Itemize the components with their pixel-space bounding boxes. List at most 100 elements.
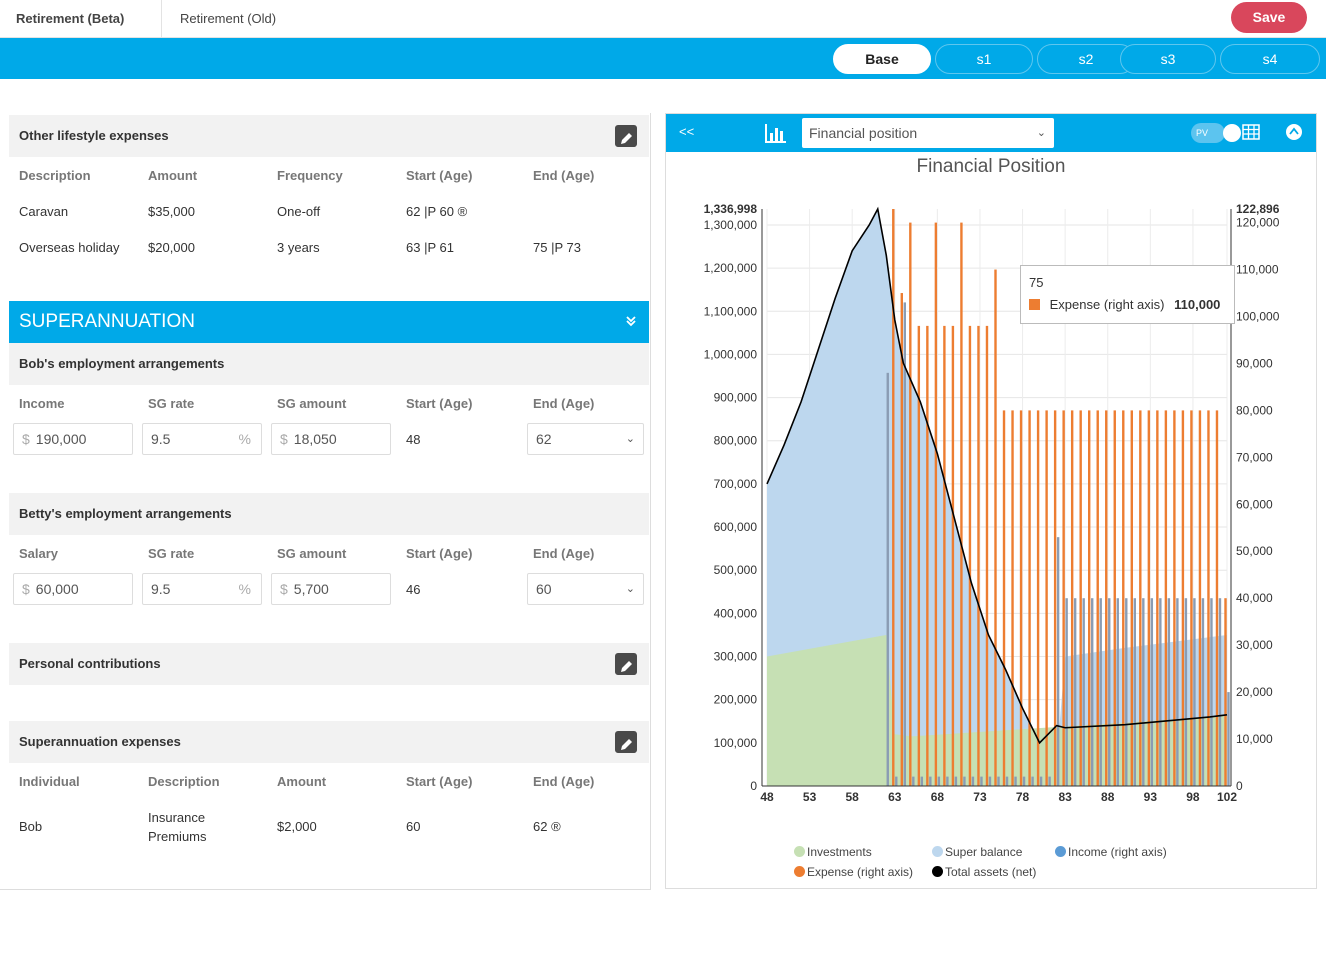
col-end-age: End (Age) xyxy=(533,396,595,411)
scenario-s1[interactable]: s1 xyxy=(935,44,1033,74)
table-grid-icon[interactable] xyxy=(1242,124,1260,145)
superexp-individual: Bob xyxy=(19,819,43,834)
legend-label: Super balance xyxy=(945,845,1023,859)
top-tab-bar: Retirement (Beta) Retirement (Old) Save xyxy=(0,0,1326,38)
col-sg-rate: SG rate xyxy=(148,546,195,561)
bob-income-input[interactable]: $190,000 xyxy=(13,423,133,455)
lifestyle-row-amount: $35,000 xyxy=(148,204,195,219)
lifestyle-row-frequency: One-off xyxy=(277,204,321,219)
bar-chart-icon[interactable] xyxy=(765,123,787,148)
betty-sg-amount-value: 5,700 xyxy=(293,581,329,597)
legend-label: Total assets (net) xyxy=(945,865,1037,879)
scenario-bar: Base s1 s2 s3 s4 xyxy=(0,38,1326,79)
save-button[interactable]: Save xyxy=(1231,2,1307,33)
col-frequency: Frequency xyxy=(277,168,343,183)
collapse-button[interactable]: << xyxy=(679,124,695,139)
betty-end-age-select[interactable]: 60 ⌄ xyxy=(527,573,644,605)
scenario-s4[interactable]: s4 xyxy=(1220,44,1320,74)
chart-type-value: Financial position xyxy=(809,125,918,141)
col-salary: Salary xyxy=(19,546,59,561)
chart-tooltip: 75 Expense (right axis) 110,000 xyxy=(1020,265,1235,324)
lifestyle-row-desc: Caravan xyxy=(19,204,69,219)
pv-label: PV xyxy=(1196,128,1209,138)
superexp-desc-line1: Insurance xyxy=(148,810,206,825)
chart-title: Financial Position xyxy=(916,156,1066,177)
legend-dot xyxy=(794,846,805,857)
betty-salary-input[interactable]: $60,000 xyxy=(13,573,133,605)
scenario-s2[interactable]: s2 xyxy=(1037,44,1135,74)
chevron-down-icon: ⌄ xyxy=(625,583,635,595)
scenario-s3[interactable]: s3 xyxy=(1120,44,1216,74)
superexp-start: 60 xyxy=(406,819,421,834)
betty-sg-amount-input[interactable]: $5,700 xyxy=(271,573,391,605)
superexp-end: 62 ® xyxy=(533,819,561,834)
legend-income[interactable]: Income (right axis) xyxy=(1055,845,1167,859)
superexp-desc-line2: Premiums xyxy=(148,829,207,844)
personal-contributions-title: Personal contributions xyxy=(19,656,161,671)
currency-prefix: $ xyxy=(280,581,288,597)
super-expenses-header: Superannuation expenses xyxy=(9,721,649,763)
col-start-age: Start (Age) xyxy=(406,396,473,411)
superannuation-section-header[interactable]: SUPERANNUATION xyxy=(9,301,649,343)
betty-salary-value: 60,000 xyxy=(35,581,79,597)
tooltip-age: 75 xyxy=(1029,275,1044,290)
betty-end-age-value: 60 xyxy=(536,581,552,597)
lifestyle-row-amount: $20,000 xyxy=(148,240,195,255)
edit-icon[interactable] xyxy=(615,125,637,147)
chart-type-select[interactable]: Financial position ⌄ xyxy=(802,118,1054,148)
tooltip-series: Expense (right axis) xyxy=(1049,297,1165,312)
legend-dot xyxy=(794,866,805,877)
col-end-age: End (Age) xyxy=(533,546,595,561)
bob-sg-rate-input[interactable]: 9.5% xyxy=(142,423,262,455)
bob-title: Bob's employment arrangements xyxy=(19,356,225,371)
pv-toggle[interactable]: PV xyxy=(1191,123,1225,143)
toggle-knob[interactable] xyxy=(1223,124,1241,142)
bob-income-value: 190,000 xyxy=(35,431,87,447)
bob-sg-amount-value: 18,050 xyxy=(293,431,337,447)
betty-title: Betty's employment arrangements xyxy=(19,506,232,521)
bob-start-age: 48 xyxy=(406,432,421,447)
edit-icon[interactable] xyxy=(615,731,637,753)
collapse-up-icon[interactable] xyxy=(1285,123,1303,146)
double-chevron-down-icon[interactable] xyxy=(625,301,637,343)
legend-label: Expense (right axis) xyxy=(807,865,914,879)
percent-suffix: % xyxy=(238,581,251,597)
legend-super-balance[interactable]: Super balance xyxy=(932,845,1022,859)
tooltip-value: 110,000 xyxy=(1174,297,1221,312)
betty-sg-rate-input[interactable]: 9.5% xyxy=(142,573,262,605)
bob-sg-amount-input[interactable]: $18,050 xyxy=(271,423,391,455)
chevron-down-icon: ⌄ xyxy=(1036,127,1046,139)
lifestyle-row-desc: Overseas holiday xyxy=(19,240,120,255)
personal-contributions-header: Personal contributions xyxy=(9,643,649,685)
superexp-amount: $2,000 xyxy=(277,819,317,834)
chart-panel: << Financial position ⌄ PV Financial Pos… xyxy=(665,113,1317,889)
currency-prefix: $ xyxy=(280,431,288,447)
col-amount: Amount xyxy=(277,774,327,789)
lifestyle-row-frequency: 3 years xyxy=(277,240,320,255)
currency-prefix: $ xyxy=(22,581,30,597)
legend-total-assets[interactable]: Total assets (net) xyxy=(932,865,1036,879)
legend-expense[interactable]: Expense (right axis) xyxy=(794,865,913,879)
col-sg-rate: SG rate xyxy=(148,396,195,411)
tab-retirement-old[interactable]: Retirement (Old) xyxy=(180,11,277,26)
lifestyle-header: Other lifestyle expenses xyxy=(9,115,649,157)
col-description: Description xyxy=(148,774,220,789)
lifestyle-row-end: 75 |P 73 xyxy=(533,240,581,255)
legend-dot xyxy=(932,846,943,857)
bob-sg-rate-value: 9.5 xyxy=(151,431,171,447)
legend-label: Income (right axis) xyxy=(1068,845,1167,859)
bob-end-age-value: 62 xyxy=(536,431,552,447)
lifestyle-row-start: 62 |P 60 ® xyxy=(406,204,468,219)
edit-icon[interactable] xyxy=(615,653,637,675)
bob-end-age-select[interactable]: 62 ⌄ xyxy=(527,423,644,455)
scenario-base[interactable]: Base xyxy=(833,44,931,74)
left-panel xyxy=(0,113,651,890)
tab-retirement-beta[interactable]: Retirement (Beta) xyxy=(0,0,162,38)
legend-investments[interactable]: Investments xyxy=(794,845,872,859)
col-start-age: Start (Age) xyxy=(406,546,473,561)
col-start-age: Start (Age) xyxy=(406,168,473,183)
betty-start-age: 46 xyxy=(406,582,421,597)
legend-dot xyxy=(1055,846,1066,857)
lifestyle-title: Other lifestyle expenses xyxy=(19,128,169,143)
currency-prefix: $ xyxy=(22,431,30,447)
